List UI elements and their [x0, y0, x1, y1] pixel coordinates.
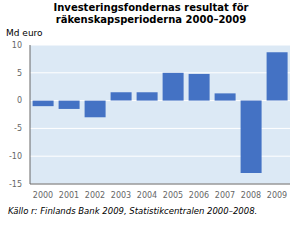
html-text:räkenskapsperioderna 2000–2009: räkenskapsperioderna 2000–2009	[55, 14, 247, 25]
svg-text:5: 5	[17, 69, 22, 78]
svg-text:2008: 2008	[241, 191, 261, 200]
svg-text:10: 10	[12, 41, 22, 50]
html-text:Investeringsfondernas resultat: Investeringsfondernas resultat för	[53, 2, 249, 13]
svg-text:2002: 2002	[85, 191, 105, 200]
svg-text:2004: 2004	[137, 191, 157, 200]
html-text:Md euro: Md euro	[6, 28, 43, 38]
svg-text:-10: -10	[9, 152, 22, 161]
svg-text:2003: 2003	[111, 191, 131, 200]
svg-text:2009: 2009	[267, 191, 287, 200]
svg-text:-15: -15	[9, 180, 22, 189]
svg-text:2005: 2005	[163, 191, 183, 200]
html-text:Källo r: Finlands Bank 2009, S: Källo r: Finlands Bank 2009, Statistikce…	[8, 206, 258, 216]
svg-text:-5: -5	[14, 124, 22, 133]
svg-text:2000: 2000	[33, 191, 53, 200]
svg-text:0: 0	[17, 96, 22, 105]
svg-text:2007: 2007	[215, 191, 235, 200]
svg-text:2006: 2006	[189, 191, 209, 200]
svg-text:2001: 2001	[59, 191, 79, 200]
